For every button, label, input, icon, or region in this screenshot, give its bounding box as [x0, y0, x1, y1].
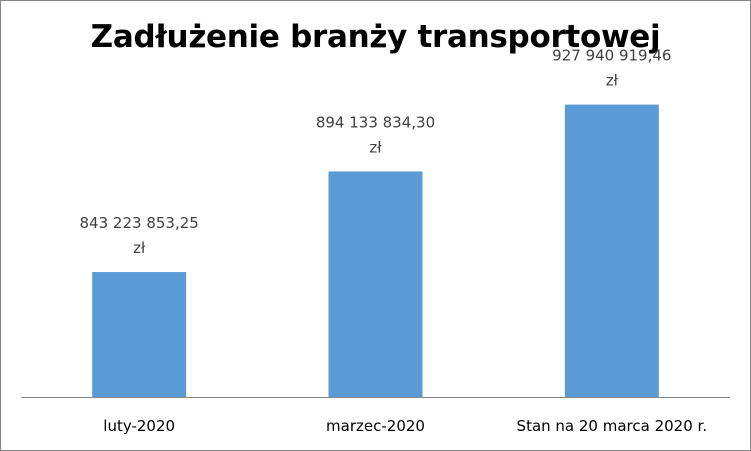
chart-title: Zadłużenie branży transportowej: [90, 19, 661, 55]
bar-3: [564, 104, 659, 397]
data-label-2-line-1: 894 133 834,30: [316, 113, 435, 131]
data-label-3-line-1: 927 940 919,46: [552, 47, 671, 65]
data-label-1-line-2: zł: [133, 239, 146, 257]
bar-1: [92, 272, 187, 397]
bar-2: [328, 171, 423, 397]
data-label-3-line-2: zł: [606, 72, 619, 90]
x-tick-label-3: Stan na 20 marca 2020 r.: [517, 417, 708, 435]
x-tick-label-2: marzec-2020: [326, 417, 425, 435]
x-tick-label-1: luty-2020: [103, 417, 175, 435]
data-label-1-line-1: 843 223 853,25: [80, 214, 199, 232]
data-label-2-line-2: zł: [369, 138, 382, 156]
